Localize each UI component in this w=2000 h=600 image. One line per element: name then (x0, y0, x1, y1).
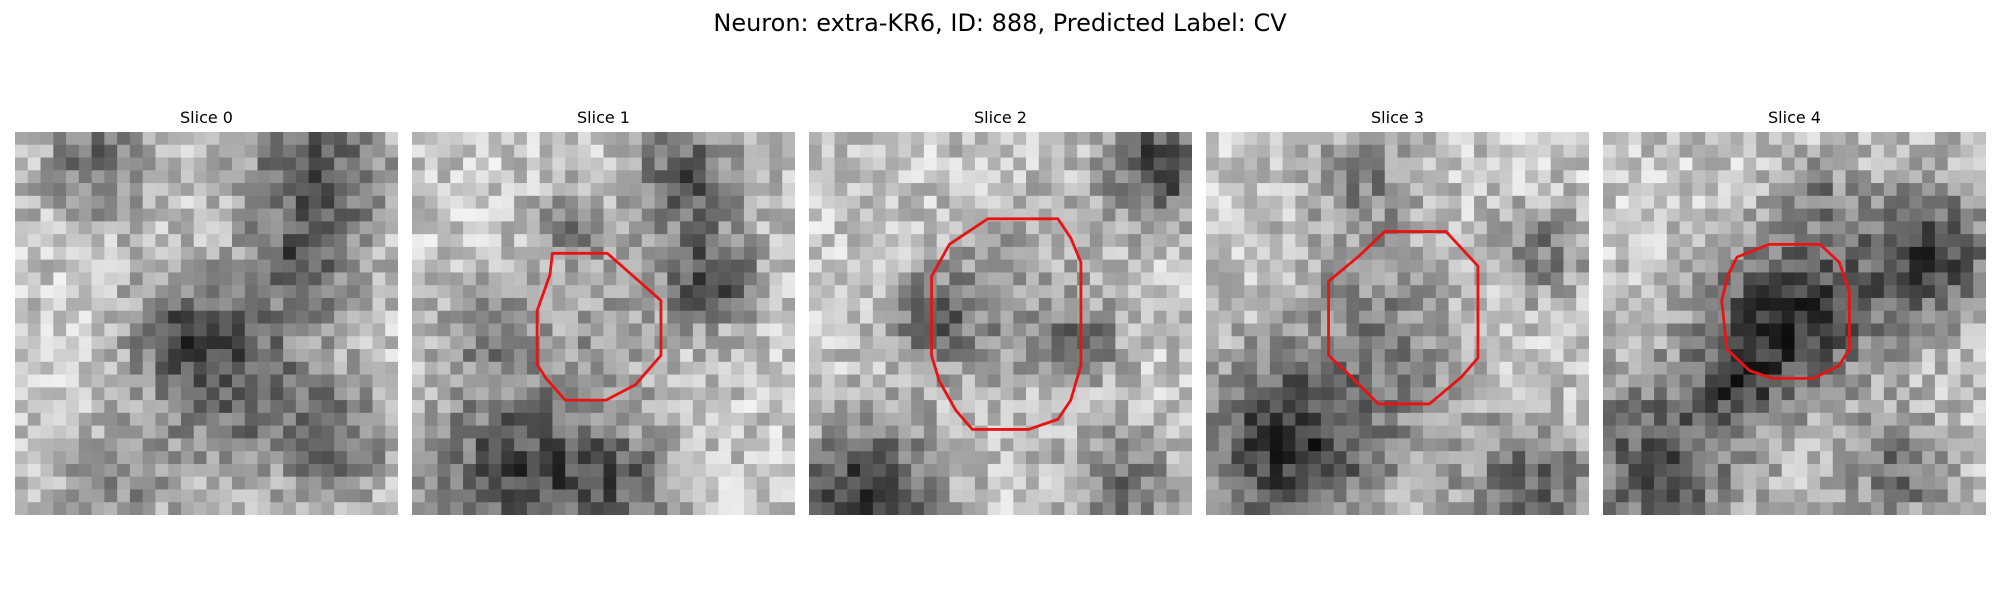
slice-panel-1: Slice 1 (412, 107, 795, 515)
slice-image (809, 132, 1192, 515)
cell-contour (1327, 230, 1480, 406)
slice-title: Slice 2 (974, 108, 1027, 127)
cell-contour (1720, 242, 1851, 380)
slice-panel-4: Slice 4 (1603, 107, 1986, 515)
slice-image (15, 132, 398, 515)
slice-image (412, 132, 795, 515)
slice-title: Slice 1 (577, 108, 630, 127)
slice-title: Slice 0 (180, 108, 233, 127)
cell-contour (930, 217, 1083, 431)
slice-image (1206, 132, 1589, 515)
slice-panel-0: Slice 0 (15, 107, 398, 515)
slice-title: Slice 4 (1768, 108, 1821, 127)
slice-panel-2: Slice 2 (809, 107, 1192, 515)
cell-contour (535, 251, 663, 402)
figure-title: Neuron: extra-KR6, ID: 888, Predicted La… (713, 9, 1287, 37)
slice-image (1603, 132, 1986, 515)
slice-panel-3: Slice 3 (1206, 107, 1589, 515)
slice-title: Slice 3 (1371, 108, 1424, 127)
